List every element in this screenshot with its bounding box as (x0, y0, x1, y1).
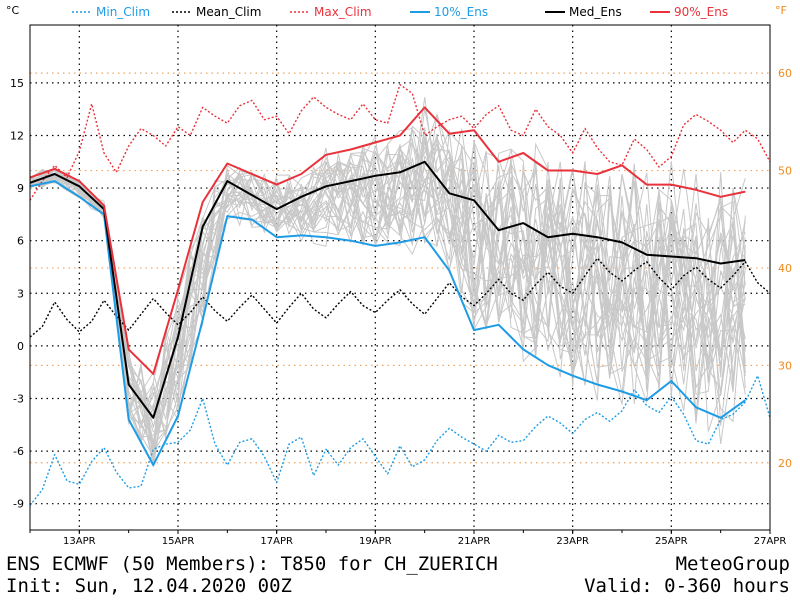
provider-name: MeteoGroup (675, 553, 790, 575)
x-tick-label: 21APR (458, 536, 491, 547)
legend-label-90-ens: 90%_Ens (674, 5, 728, 19)
ensemble-member-line (29, 145, 746, 467)
grid (30, 25, 770, 530)
x-tick-label: 19APR (359, 536, 392, 547)
y-right-tick-label: 50 (778, 165, 792, 178)
y-tick-label: 15 (10, 77, 24, 90)
valid-range: Valid: 0-360 hours (584, 575, 790, 597)
y-tick-label: -9 (13, 498, 24, 511)
x-tick-label: 25APR (655, 536, 688, 547)
y-tick-label: 0 (17, 340, 24, 353)
ensemble-member-line (29, 129, 746, 428)
ensemble-member-line (29, 142, 746, 463)
y-tick-label: 3 (17, 287, 24, 300)
x-tick-label: 15APR (162, 536, 195, 547)
y-right-tick-label: 20 (778, 457, 792, 470)
series-line-90-ens (29, 106, 746, 375)
ensemble-temperature-chart: 13APR 15APR 17APR 19APR 21APR 23APR 25APR 27APR… (6, 4, 792, 547)
ensemble-member-line (29, 140, 746, 424)
series-line-mean-clim (29, 257, 771, 338)
x-tick-label: 13APR (63, 536, 96, 547)
ensemble-member-line (29, 125, 746, 437)
init-time: Init: Sun, 12.04.2020 00Z (6, 575, 292, 597)
legend: Min_Clim Mean_Clim Max_Clim 10%_Ens Med_Ens 9… (72, 5, 728, 19)
x-tick-label: 23APR (556, 536, 589, 547)
series-line-max-clim (29, 83, 771, 201)
plot-frame (29, 24, 771, 531)
series-line-10-ens (29, 180, 746, 467)
series-line-med-ens (29, 160, 746, 419)
unit-left-label: °C (6, 4, 20, 17)
legend-label-10-ens: 10%_Ens (434, 5, 488, 19)
y-right-tick-label: 30 (778, 359, 792, 372)
x-tick-label: 27APR (754, 536, 787, 547)
y-tick-label: 12 (10, 129, 24, 142)
legend-label-mean-clim: Mean_Clim (196, 5, 261, 19)
y-tick-label: 9 (17, 182, 24, 195)
legend-label-med-ens: Med_Ens (569, 5, 622, 19)
axes: 13APR 15APR 17APR 19APR 21APR 23APR 25APR 27APR… (6, 4, 792, 547)
ensemble-member-line (29, 136, 746, 433)
ensemble-member-line (29, 131, 746, 455)
ensemble-member-line (29, 129, 746, 446)
y-tick-label: -6 (13, 445, 24, 458)
unit-right-label: °F (775, 4, 787, 17)
y-tick-label: -3 (13, 392, 24, 405)
ensemble-member-line (29, 108, 746, 462)
y-tick-label: 6 (17, 235, 24, 248)
y-right-tick-label: 40 (778, 262, 792, 275)
chart-title: ENS ECMWF (50 Members): T850 for CH_ZUER… (6, 553, 498, 575)
legend-label-min-clim: Min_Clim (96, 5, 150, 19)
ensemble-members (29, 97, 746, 467)
ensemble-member-line (29, 127, 746, 447)
x-tick-label: 17APR (260, 536, 293, 547)
y-right-tick-label: 60 (778, 67, 792, 80)
series-lines (29, 83, 771, 506)
legend-label-max-clim: Max_Clim (314, 5, 372, 19)
